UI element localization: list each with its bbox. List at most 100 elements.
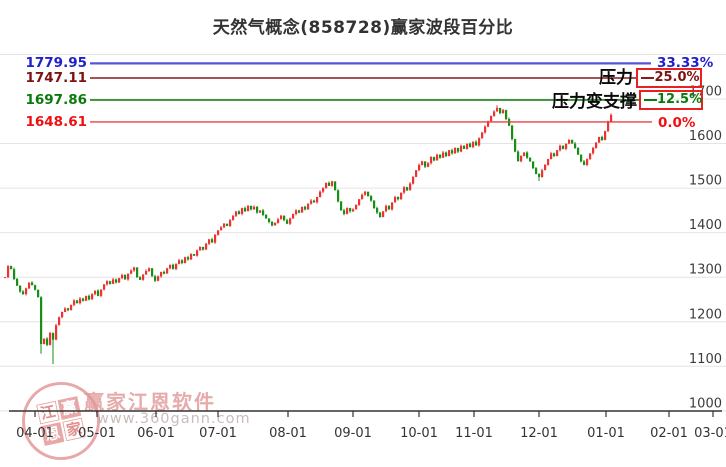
candle-body <box>232 215 235 221</box>
candle-body <box>367 191 370 197</box>
candle-body <box>412 177 415 184</box>
candle-body <box>436 154 439 161</box>
candle-body <box>256 206 259 213</box>
candle-body <box>370 196 373 201</box>
candle-body <box>172 264 175 270</box>
x-axis-label: 11-01 <box>455 426 493 441</box>
candle-body <box>64 308 67 312</box>
candle-body <box>433 156 436 161</box>
candle-body <box>478 138 481 146</box>
candle-body <box>133 267 136 271</box>
candle-body <box>223 223 226 228</box>
candle-body <box>181 260 184 263</box>
level-pct-0: 0.0% <box>658 115 696 131</box>
candle-body <box>586 159 589 165</box>
candle-body <box>463 145 466 149</box>
candle-body <box>34 285 37 290</box>
candle-body <box>70 304 73 311</box>
candle-body <box>346 208 349 214</box>
candle-body <box>400 192 403 200</box>
candle-body <box>490 115 493 122</box>
candle-body <box>448 150 451 156</box>
candle-body <box>298 210 301 213</box>
x-axis-label: 02-01 <box>650 426 688 441</box>
candle-body <box>373 200 376 209</box>
line-segment-dark-red <box>641 77 654 79</box>
candle-body <box>574 143 577 149</box>
candle-body <box>547 159 550 165</box>
candle-body <box>499 107 502 114</box>
candle-body <box>349 208 352 212</box>
candle-body <box>112 279 115 284</box>
level-pct-12: 12.5% <box>657 92 703 107</box>
candle-body <box>199 246 202 251</box>
candle-body <box>235 211 238 216</box>
candle-body <box>10 266 13 270</box>
candle-body <box>316 197 319 203</box>
candle-body <box>484 126 487 133</box>
candle-body <box>523 152 526 157</box>
candle-body <box>559 145 562 151</box>
candle-body <box>226 223 229 226</box>
candle-body <box>253 206 256 210</box>
candle-body <box>466 143 469 149</box>
candle-body <box>403 187 406 193</box>
candle-body <box>268 218 271 222</box>
candle-body <box>415 170 418 177</box>
candle-body <box>88 295 91 300</box>
level-price-25pct: 1747.11 <box>0 70 88 86</box>
candle-body <box>175 263 178 270</box>
candle-body <box>544 164 547 171</box>
candle-body <box>472 141 475 148</box>
candle-body <box>427 163 430 167</box>
candle-body <box>259 210 262 213</box>
candle-body <box>601 136 604 140</box>
candle-body <box>145 271 148 275</box>
candle-body <box>208 239 211 244</box>
candle-body <box>67 308 70 311</box>
candle-body <box>151 268 154 277</box>
candle-body <box>295 210 298 214</box>
candle-body <box>19 285 22 292</box>
x-axis-label: 05-01 <box>78 426 116 441</box>
candle-body <box>43 338 46 344</box>
candle-body <box>553 153 556 157</box>
candle-body <box>121 275 124 279</box>
candle-body <box>109 281 112 284</box>
candle-body <box>580 154 583 162</box>
candle-body <box>487 121 490 127</box>
candle-body <box>355 205 358 210</box>
candle-body <box>178 260 181 264</box>
candle-body <box>37 289 40 298</box>
candle-body <box>217 230 220 235</box>
candle-body <box>397 197 400 200</box>
candle-body <box>22 291 25 295</box>
candle-body <box>439 154 442 158</box>
candle-body <box>385 205 388 212</box>
candle-body <box>139 277 142 280</box>
candle-body <box>598 136 601 143</box>
candle-body <box>157 276 160 281</box>
candle-body <box>430 156 433 164</box>
candle-body <box>469 143 472 148</box>
candle-body <box>244 208 247 212</box>
candle-body <box>46 338 49 345</box>
candle-body <box>391 202 394 210</box>
candle-body <box>517 151 520 162</box>
candle-body <box>577 148 580 155</box>
watermark-url-text: www.360gann.com <box>97 411 251 427</box>
candle-body <box>262 210 265 215</box>
candle-body <box>535 168 538 174</box>
candle-body <box>532 161 535 169</box>
candle-body <box>79 298 82 304</box>
candle-body <box>331 181 334 186</box>
candle-body <box>604 131 607 140</box>
y-axis-label: 1200 <box>689 307 722 322</box>
candle-body <box>328 182 331 186</box>
candle-body <box>49 332 52 345</box>
candle-body <box>7 266 10 278</box>
candle-body <box>142 274 145 280</box>
candle-body <box>94 290 97 295</box>
candle-body <box>25 288 28 295</box>
candle-body <box>124 275 127 280</box>
